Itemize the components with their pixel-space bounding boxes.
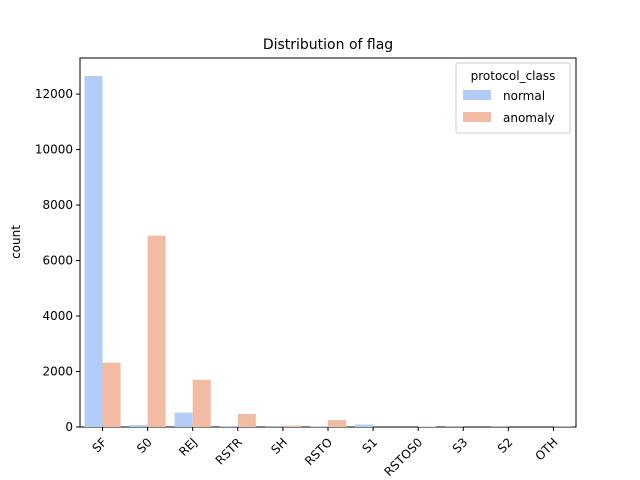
legend: protocol_class normal anomaly [455, 62, 571, 134]
y-tick-label-2000: 2000 [42, 365, 73, 379]
x-tick-label-sf: SF [89, 435, 109, 455]
x-tick-label-s0: S0 [134, 435, 155, 456]
legend-swatch-anomaly [463, 112, 491, 122]
bar-anomaly-rstos0 [418, 426, 437, 427]
bar-anomaly-sh [282, 425, 301, 427]
bar-normal-rsto [309, 426, 328, 427]
bar-normal-rstr [219, 425, 238, 427]
bar-anomaly-rstr [237, 413, 256, 427]
bars-group [84, 76, 572, 427]
y-tick-label-12000: 12000 [35, 87, 73, 101]
y-tick-label-4000: 4000 [42, 309, 73, 323]
x-tick-label-s1: S1 [360, 435, 381, 456]
chart-title: Distribution of flag [263, 37, 393, 53]
x-tick-label-s3: S3 [450, 435, 471, 456]
bar-normal-rej [174, 412, 193, 427]
bar-anomaly-rsto [328, 420, 347, 427]
legend-label-anomaly: anomaly [503, 111, 555, 125]
bar-normal-s0 [129, 425, 148, 427]
x-tick-label-oth: OTH [532, 435, 560, 463]
x-tick-label-rstr: RSTR [213, 435, 245, 467]
legend-title: protocol_class [471, 69, 556, 83]
legend-swatch-normal [463, 90, 491, 100]
x-tick-label-s2: S2 [495, 435, 516, 456]
x-tick-label-rej: REJ [176, 435, 200, 459]
bar-anomaly-s0 [147, 235, 166, 427]
y-axis: 0 2000 4000 6000 8000 10000 12000 [35, 87, 80, 434]
bar-normal-sf [84, 76, 103, 427]
x-axis: SF S0 REJ RSTR SH RSTO S1 RSTOS0 S3 S2 OTH [89, 427, 561, 479]
y-tick-label-6000: 6000 [42, 254, 73, 268]
y-axis-label: count [9, 225, 23, 259]
x-tick-label-rsto: RSTO [302, 435, 335, 468]
y-tick-label-10000: 10000 [35, 143, 73, 157]
bar-anomaly-rej [192, 379, 211, 427]
legend-label-normal: normal [503, 89, 545, 103]
bar-normal-s1 [355, 424, 374, 427]
x-tick-label-rstos0: RSTOS0 [381, 435, 425, 479]
y-tick-label-8000: 8000 [42, 198, 73, 212]
x-tick-label-sh: SH [268, 435, 290, 457]
bar-anomaly-sf [102, 362, 121, 427]
y-tick-label-0: 0 [65, 420, 73, 434]
